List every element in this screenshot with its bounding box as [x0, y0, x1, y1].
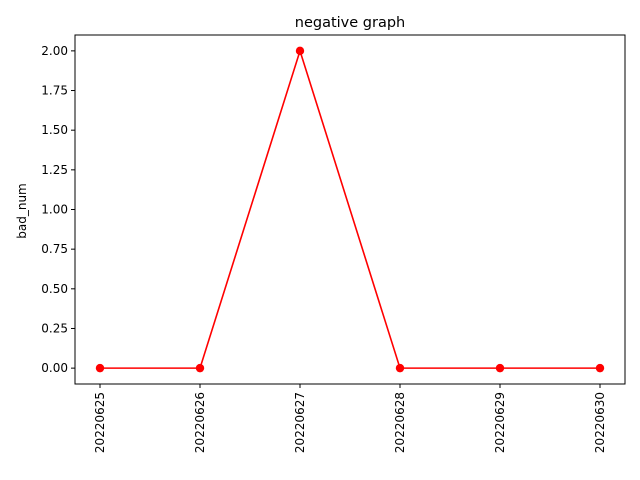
y-tick-label: 0.25	[41, 321, 68, 335]
y-tick-label: 1.25	[41, 163, 68, 177]
x-tick-label: 20220627	[293, 392, 307, 453]
series-group	[95, 46, 605, 373]
x-tick-label: 20220628	[393, 392, 407, 453]
data-point	[395, 363, 405, 373]
y-tick-label: 0.75	[41, 242, 68, 256]
x-tick-label: 20220625	[93, 392, 107, 453]
chart-title: negative graph	[295, 15, 405, 31]
data-point	[95, 363, 105, 373]
y-axis-ticks: 0.00 0.25 0.50 0.75 1.00 1.25 1.50 1.75 2.00	[41, 44, 75, 375]
y-tick-label: 1.75	[41, 84, 68, 98]
plot-frame	[74, 34, 626, 385]
y-tick-label: 1.00	[41, 203, 68, 217]
y-axis-label: bad_num	[15, 183, 29, 239]
y-tick-label: 0.00	[41, 361, 68, 375]
x-axis-ticks: 20220625 20220626 20220627 20220628 20220629…	[93, 384, 607, 453]
x-tick-label: 20220626	[193, 392, 207, 453]
data-point	[495, 363, 505, 373]
y-tick-label: 2.00	[41, 44, 68, 58]
series-line	[100, 48, 600, 369]
data-point	[195, 363, 205, 373]
y-tick-label: 0.50	[41, 282, 68, 296]
x-tick-label: 20220629	[493, 392, 507, 453]
y-tick-label: 1.50	[41, 123, 68, 137]
x-tick-label: 20220630	[593, 392, 607, 453]
data-point	[595, 363, 605, 373]
data-point	[295, 46, 305, 56]
